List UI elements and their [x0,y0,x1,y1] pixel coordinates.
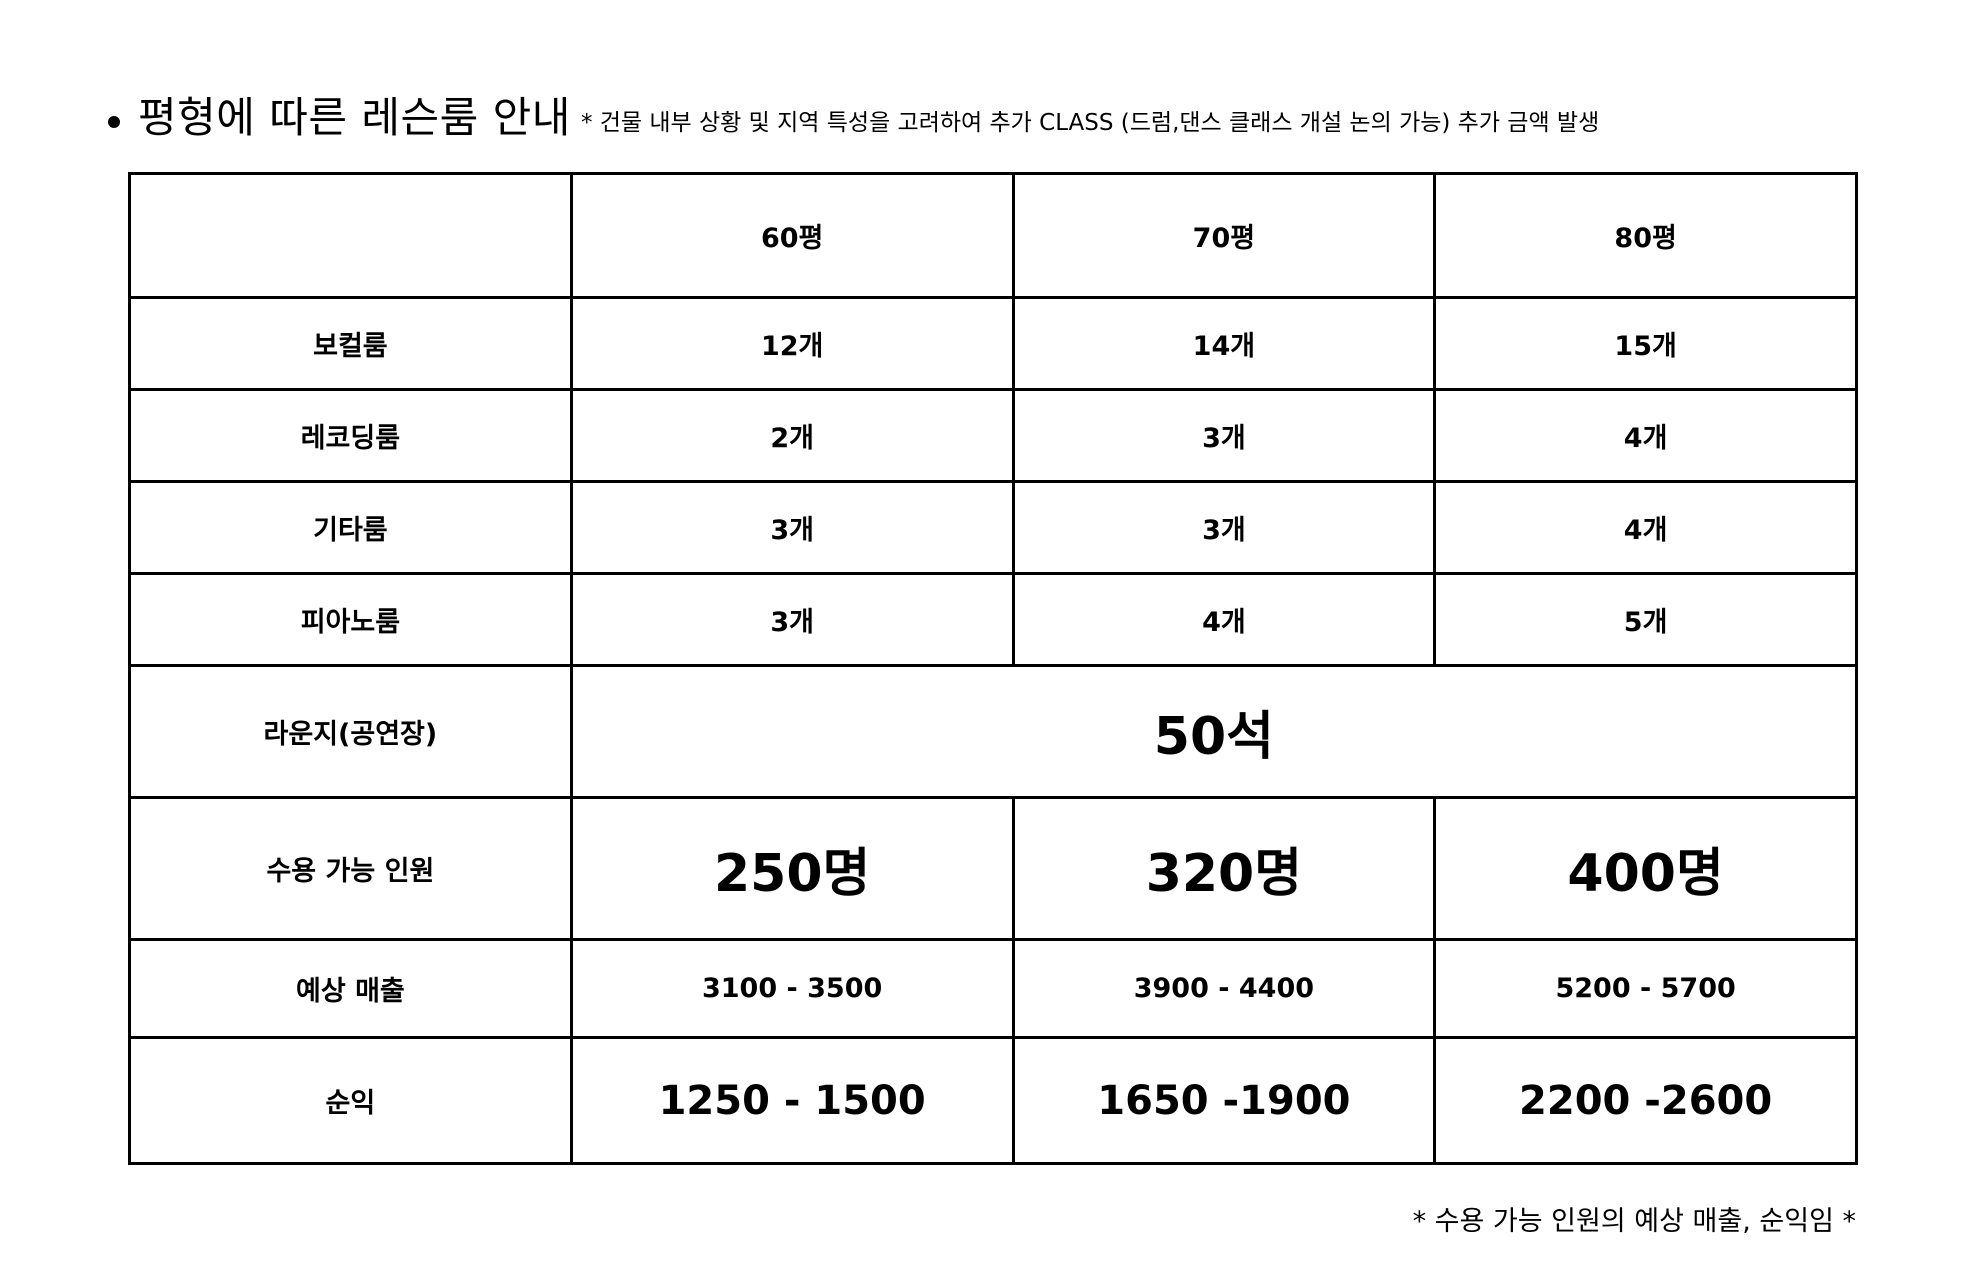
table-row-net-profit: 순익 1250 - 1500 1650 -1900 2200 -2600 [128,1036,1858,1165]
table-row-lounge: 라운지(공연장) 50석 [128,664,1859,799]
table-cell: 4개 [1433,388,1858,483]
row-label: 레코딩룸 [128,388,573,483]
sales-cell: 3100 - 3500 [569,938,1015,1039]
profit-cell: 1250 - 1500 [569,1036,1015,1165]
table-row-capacity: 수용 가능 인원 250명 320명 400명 [128,796,1858,941]
table-cell: 4개 [1011,572,1437,667]
row-label: 기타룸 [128,480,573,575]
sales-cell: 3900 - 4400 [1011,938,1437,1039]
row-label: 수용 가능 인원 [128,796,573,941]
row-label: 라운지(공연장) [128,664,573,799]
table-row-guitar-room: 기타룸 3개 3개 4개 [128,480,1858,575]
table-row-piano-room: 피아노룸 3개 4개 5개 [128,572,1858,667]
table-cell: 3개 [569,480,1015,575]
row-label: 피아노룸 [128,572,573,667]
header-cell-80: 80평 [1433,172,1858,299]
profit-cell: 1650 -1900 [1011,1036,1437,1165]
lesson-room-table: 60평 70평 80평 보컬룸 12개 14개 15개 레코딩룸 2개 3개 4… [128,172,1859,1165]
table-header-row: 60평 70평 80평 [128,172,1858,299]
table-row-recording-room: 레코딩룸 2개 3개 4개 [128,388,1858,483]
table-cell: 15개 [1433,296,1858,391]
capacity-cell: 250명 [569,796,1015,941]
table-cell: 5개 [1433,572,1858,667]
header-cell-70: 70평 [1011,172,1437,299]
header-cell-empty [128,172,573,299]
table-cell: 3개 [1011,388,1437,483]
capacity-cell: 320명 [1011,796,1437,941]
row-label: 보컬룸 [128,296,573,391]
row-label: 순익 [128,1036,573,1165]
lounge-seats-cell: 50석 [569,664,1859,799]
footnote: * 수용 가능 인원의 예상 매출, 순익임 * [1412,1206,1856,1237]
sales-cell: 5200 - 5700 [1433,938,1858,1039]
table-cell: 3개 [569,572,1015,667]
profit-cell: 2200 -2600 [1433,1036,1858,1165]
header-cell-60: 60평 [569,172,1015,299]
capacity-cell: 400명 [1433,796,1858,941]
heading-note: * 건물 내부 상황 및 지역 특성을 고려하여 추가 CLASS (드럼,댄스… [580,110,1600,136]
table-cell: 4개 [1433,480,1858,575]
table-cell: 14개 [1011,296,1437,391]
table-cell: 3개 [1011,480,1437,575]
bullet-icon [108,116,120,128]
table-row-expected-sales: 예상 매출 3100 - 3500 3900 - 4400 5200 - 570… [128,938,1858,1039]
table-cell: 12개 [569,296,1015,391]
row-label: 예상 매출 [128,938,573,1039]
section-heading: 평형에 따른 레슨룸 안내 * 건물 내부 상황 및 지역 특성을 고려하여 추… [108,92,1599,144]
table-cell: 2개 [569,388,1015,483]
page-title: 평형에 따른 레슨룸 안내 [138,93,571,142]
table-row-vocal-room: 보컬룸 12개 14개 15개 [128,296,1858,391]
